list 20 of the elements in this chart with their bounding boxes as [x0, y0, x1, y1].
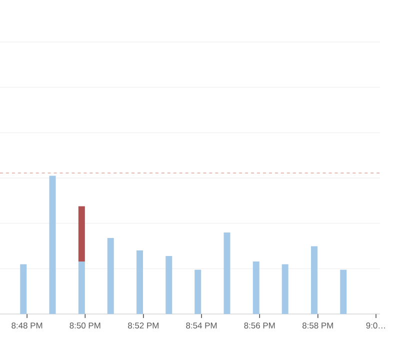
x-tick-label: 8:54 PM: [186, 322, 217, 329]
bar: [20, 264, 27, 314]
x-tick-label: 8:52 PM: [128, 322, 158, 329]
x-tick-label: 8:58 PM: [302, 322, 333, 329]
bar: [282, 264, 288, 314]
bar: [78, 206, 85, 262]
x-tick-label: 8:56 PM: [244, 322, 275, 329]
x-tick-label: 9:0…: [366, 322, 385, 329]
bar: [166, 256, 172, 314]
bar: [224, 232, 230, 314]
bar: [194, 270, 202, 314]
x-tick-label: 8:48 PM: [12, 322, 42, 329]
bar: [136, 250, 144, 314]
bar: [78, 261, 85, 314]
bar: [252, 261, 260, 314]
bar: [107, 238, 114, 314]
bar: [340, 270, 347, 314]
bar: [49, 176, 56, 314]
bar: [310, 246, 318, 314]
x-tick-label: 8:50 PM: [70, 322, 100, 329]
